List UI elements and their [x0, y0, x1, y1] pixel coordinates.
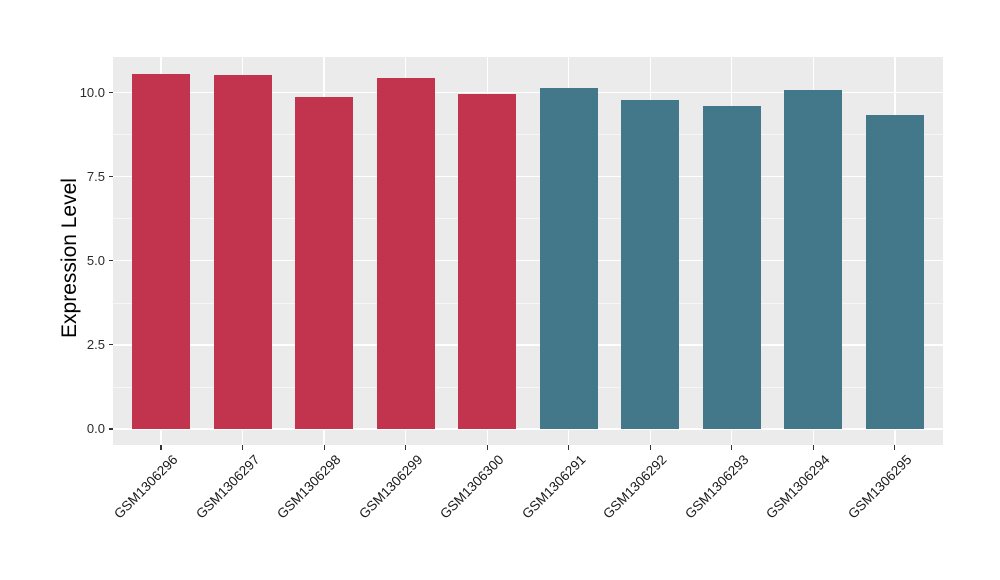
h-gridline-minor: [113, 218, 943, 220]
x-tick-label-GSM1306295: GSM1306295: [844, 452, 915, 522]
x-tick-mark: [242, 445, 244, 450]
y-tick-mark: [108, 92, 113, 94]
y-tick-mark: [108, 344, 113, 346]
bar-GSM1306297: [213, 74, 272, 429]
bar-GSM1306291: [539, 88, 598, 429]
x-tick-label-GSM1306298: GSM1306298: [274, 452, 344, 522]
x-tick-mark: [649, 445, 651, 450]
x-tick-mark: [894, 445, 896, 450]
y-tick-label: 5.0: [86, 252, 105, 268]
x-tick-label-GSM1306291: GSM1306291: [518, 452, 589, 522]
h-gridline-major: [113, 176, 943, 178]
bar-GSM1306295: [865, 114, 924, 429]
plot-panel: [113, 57, 943, 445]
x-tick-label-GSM1306300: GSM1306300: [437, 452, 507, 522]
x-tick-mark: [568, 445, 570, 450]
x-tick-mark: [160, 445, 162, 450]
bar-GSM1306294: [784, 90, 843, 429]
x-tick-mark: [731, 445, 733, 450]
x-tick-label-GSM1306294: GSM1306294: [763, 452, 833, 522]
x-tick-mark: [405, 445, 407, 450]
h-gridline-minor: [113, 386, 943, 388]
y-tick-label: 0.0: [86, 421, 105, 436]
y-tick-label: 2.5: [86, 336, 105, 352]
x-tick-label-GSM1306292: GSM1306292: [600, 452, 670, 522]
h-gridline-major: [113, 344, 943, 346]
bar-GSM1306299: [376, 78, 435, 429]
y-tick-label: 7.5: [86, 168, 105, 184]
y-tick-mark: [108, 428, 113, 430]
bar-GSM1306293: [702, 106, 761, 429]
y-axis-title: Expression Level: [58, 178, 81, 338]
bar-GSM1306296: [132, 73, 190, 429]
h-gridline-minor: [113, 302, 943, 304]
x-tick-label-GSM1306296: GSM1306296: [111, 452, 181, 522]
y-tick-label: 10.0: [79, 84, 105, 100]
y-tick-mark: [108, 260, 113, 262]
x-tick-label-GSM1306297: GSM1306297: [192, 452, 263, 522]
x-tick-mark: [812, 445, 814, 450]
x-tick-label-GSM1306299: GSM1306299: [355, 452, 426, 522]
h-gridline-major: [113, 428, 943, 430]
x-tick-label-GSM1306293: GSM1306293: [681, 452, 752, 522]
h-gridline-minor: [113, 134, 943, 136]
h-gridline-major: [113, 260, 943, 262]
y-tick-mark: [108, 176, 113, 178]
bar-GSM1306300: [458, 93, 517, 429]
h-gridline-major: [113, 92, 943, 94]
bar-GSM1306292: [621, 100, 680, 429]
bar-GSM1306298: [295, 96, 354, 429]
x-tick-mark: [323, 445, 325, 450]
x-tick-mark: [486, 445, 488, 450]
